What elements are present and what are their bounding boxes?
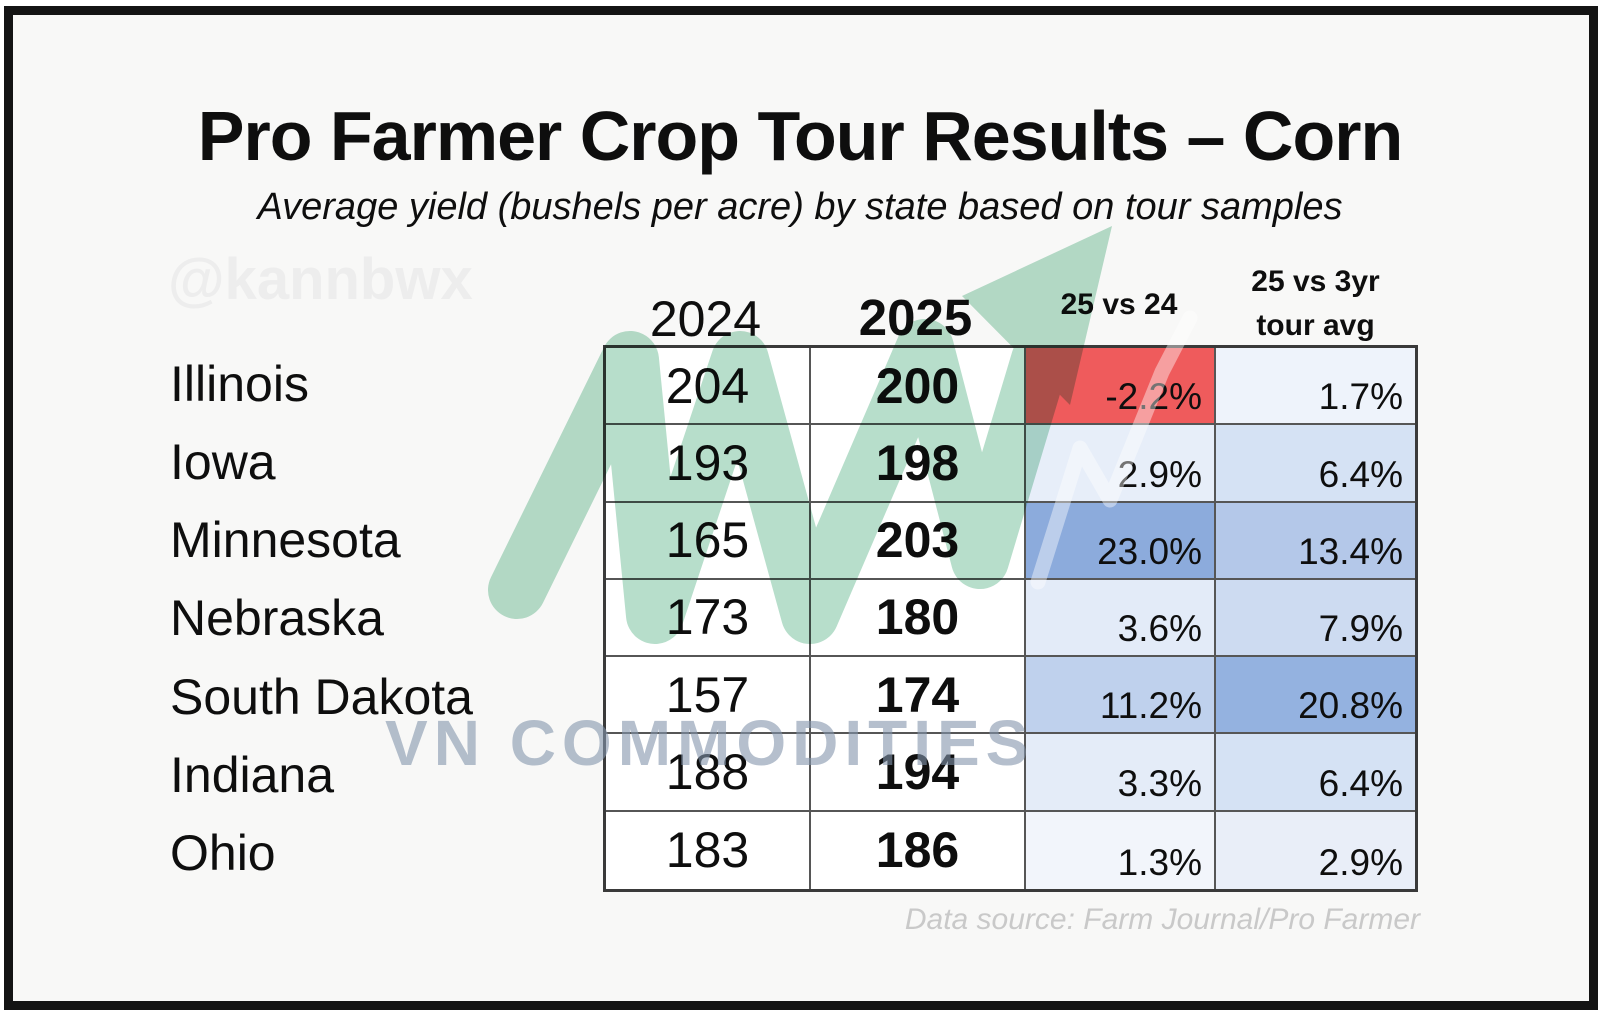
- cell-2024-yield: 193: [606, 425, 811, 503]
- brand-watermark: VN COMMODITIES: [385, 707, 1035, 779]
- column-header-25-vs-3yr-line2: tour avg: [1256, 308, 1375, 342]
- cell-change-vs-2024: 1.3%: [1026, 811, 1216, 889]
- cell-2024-yield: 188: [606, 734, 811, 812]
- cell-2025-yield: 180: [811, 579, 1026, 658]
- column-header-2025: 2025: [858, 289, 973, 346]
- column-header-25-vs-3yr-line1: 25 vs 3yr: [1251, 265, 1380, 298]
- cell-2024-yield: 165: [606, 502, 811, 580]
- cell-2025-yield: 186: [811, 811, 1026, 889]
- cell-change-vs-3yr: 7.9%: [1216, 579, 1415, 658]
- cell-change-vs-2024: 2.9%: [1026, 425, 1216, 503]
- column-header-25-vs-24: 25 vs 24: [1060, 288, 1178, 321]
- state-label: Iowa: [170, 434, 276, 491]
- cell-change-vs-2024: 3.3%: [1026, 734, 1216, 812]
- cell-2025-yield: 194: [811, 734, 1026, 812]
- column-header-2024: 2024: [649, 291, 762, 347]
- cell-change-vs-2024: 3.6%: [1026, 579, 1216, 658]
- page-title: Pro Farmer Crop Tour Results – Corn: [197, 97, 1403, 175]
- cell-2025-yield: 203: [811, 502, 1026, 580]
- cell-change-vs-3yr: 13.4%: [1216, 502, 1415, 580]
- page-subtitle: Average yield (bushels per acre) by stat…: [257, 186, 1343, 228]
- state-label: Minnesota: [170, 512, 401, 569]
- cell-2025-yield: 174: [811, 657, 1026, 735]
- cell-change-vs-2024: -2.2%: [1026, 348, 1216, 426]
- cell-2025-yield: 198: [811, 425, 1026, 503]
- state-label: South Dakota: [170, 668, 473, 725]
- cell-2024-yield: 157: [606, 657, 811, 735]
- cell-change-vs-2024: 23.0%: [1026, 502, 1216, 580]
- data-source-note: Data source: Farm Journal/Pro Farmer: [904, 903, 1420, 936]
- cell-2024-yield: 183: [606, 811, 811, 889]
- state-label: Ohio: [170, 824, 276, 881]
- handle-watermark: @kannbwx: [168, 247, 473, 312]
- cell-change-vs-3yr: 20.8%: [1216, 657, 1415, 735]
- state-label-column: Illinois Iowa Minnesota Nebraska South D…: [170, 345, 590, 892]
- cell-2025-yield: 200: [811, 348, 1026, 426]
- cell-2024-yield: 204: [606, 348, 811, 426]
- state-label: Nebraska: [170, 590, 384, 647]
- column-header-25-vs-3yr: 25 vs 3yr tour avg: [1213, 260, 1418, 347]
- results-table: 204 200 -2.2% 1.7% 193 198 2.9% 6.4% 165…: [603, 345, 1418, 892]
- cell-change-vs-3yr: 6.4%: [1216, 425, 1415, 503]
- cell-change-vs-2024: 11.2%: [1026, 657, 1216, 735]
- cell-2024-yield: 173: [606, 579, 811, 658]
- cell-change-vs-3yr: 6.4%: [1216, 734, 1415, 812]
- state-label: Illinois: [170, 356, 309, 413]
- cell-change-vs-3yr: 2.9%: [1216, 811, 1415, 889]
- cell-change-vs-3yr: 1.7%: [1216, 348, 1415, 426]
- state-label: Indiana: [170, 746, 335, 803]
